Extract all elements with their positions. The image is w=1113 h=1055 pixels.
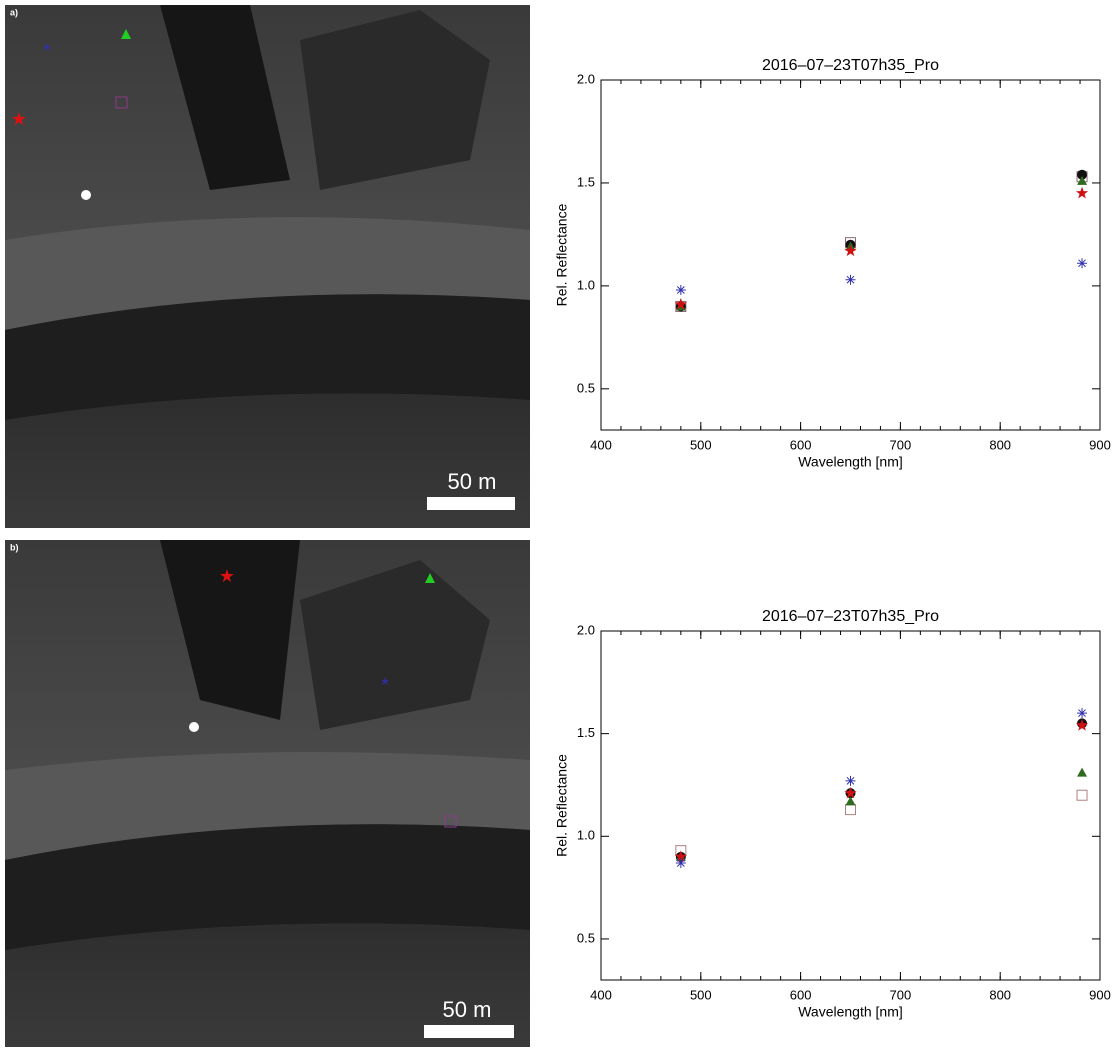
point: [1077, 169, 1088, 180]
site-marker: *: [381, 675, 388, 695]
y-tick-label: 2.0: [577, 622, 595, 637]
y-axis-label: Rel. Reflectance: [554, 203, 570, 306]
scale-bar: [427, 497, 515, 510]
site-marker: [121, 29, 131, 39]
x-tick-label: 600: [790, 437, 812, 452]
x-axis-label: Wavelength [nm]: [798, 454, 903, 470]
y-tick-label: 2.0: [577, 71, 595, 86]
point: [675, 857, 686, 868]
scale-bar: [424, 1025, 514, 1038]
chart-title: 2016–07–23T07h35_Pro: [762, 608, 939, 625]
x-tick-label: 500: [690, 437, 712, 452]
site-marker: [444, 815, 457, 828]
point: [844, 244, 857, 257]
site-marker: ★: [11, 109, 27, 129]
point: [674, 850, 687, 863]
scale-label: 50 m: [443, 997, 492, 1022]
x-tick-label: 600: [790, 987, 812, 1002]
image-panel: a) 50 m ★ *: [5, 5, 530, 528]
point: [845, 804, 856, 816]
image-panel: b) 50 m ★ *: [5, 540, 530, 1047]
x-tick-label: 400: [590, 437, 612, 452]
y-tick-label: 0.5: [577, 380, 595, 395]
x-tick-label: 800: [989, 987, 1011, 1002]
y-tick-label: 1.0: [577, 828, 595, 843]
point: [845, 274, 856, 285]
chart-title: 2016–07–23T07h35_Pro: [762, 57, 939, 74]
x-tick-label: 700: [890, 987, 912, 1002]
y-tick-label: 1.5: [577, 725, 595, 740]
x-tick-label: 500: [690, 987, 712, 1002]
x-axis-label: Wavelength [nm]: [798, 1004, 903, 1020]
site-marker: [425, 573, 435, 583]
point: [1075, 718, 1089, 731]
scale-label: 50 m: [448, 469, 497, 494]
site-marker: ★: [219, 566, 235, 586]
panel-label: b): [10, 542, 19, 552]
y-axis-label: Rel. Reflectance: [554, 754, 570, 857]
site-marker: [81, 190, 91, 200]
panel-label: a): [10, 7, 18, 17]
x-tick-label: 400: [590, 987, 612, 1002]
site-marker: [189, 722, 199, 732]
point: [1077, 708, 1088, 719]
point: [1076, 789, 1088, 801]
site-marker: [115, 96, 128, 109]
point: [1077, 767, 1088, 777]
point: [845, 796, 856, 806]
point: [674, 297, 687, 310]
point: [1075, 186, 1089, 199]
y-tick-label: 1.0: [577, 277, 595, 292]
plot-frame: [600, 630, 1101, 981]
point: [1077, 258, 1088, 269]
y-tick-label: 0.5: [577, 930, 595, 945]
plot-frame: [600, 79, 1101, 431]
point: [1077, 175, 1088, 185]
x-tick-label: 800: [989, 437, 1011, 452]
point: [844, 786, 857, 799]
point: [675, 285, 686, 295]
site-marker: *: [43, 41, 50, 61]
point: [845, 775, 856, 786]
x-tick-label: 700: [890, 437, 912, 452]
x-tick-label: 900: [1089, 987, 1111, 1002]
y-tick-label: 1.5: [577, 174, 595, 189]
x-tick-label: 900: [1089, 437, 1111, 452]
